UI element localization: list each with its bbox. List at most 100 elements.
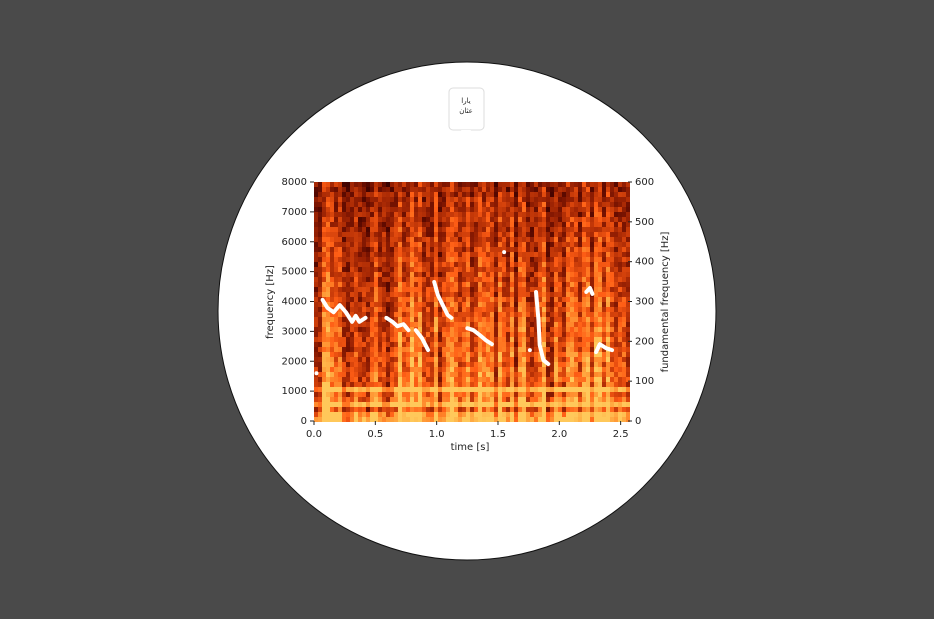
spectrogram-cell [370,192,374,197]
spectrogram-cell [518,337,522,342]
spectrogram-cell [570,362,574,367]
spectrogram-cell [506,297,510,302]
spectrogram-cell [378,357,382,362]
spectrogram-cell [550,392,554,397]
spectrogram-cell [510,207,514,212]
spectrogram-cell [598,282,602,287]
spectrogram-cell [598,232,602,237]
spectrogram-cell [498,337,502,342]
spectrogram-cell [326,257,330,262]
spectrogram-cell [386,237,390,242]
spectrogram-cell [486,232,490,237]
spectrogram-cell [390,227,394,232]
spectrogram-cell [346,197,350,202]
spectrogram-cell [618,297,622,302]
spectrogram-cell [574,387,578,392]
spectrogram-cell [498,352,502,357]
spectrogram-cell [338,412,342,417]
spectrogram-cell [570,322,574,327]
spectrogram-cell [590,397,594,402]
spectrogram-cell [342,342,346,347]
spectrogram-cell [318,202,322,207]
spectrogram-cell [434,247,438,252]
spectrogram-cell [542,242,546,247]
spectrogram-cell [494,332,498,337]
spectrogram-cell [522,257,526,262]
spectrogram-cell [322,357,326,362]
spectrogram-cell [534,237,538,242]
spectrogram-cell [390,377,394,382]
spectrogram-cell [534,267,538,272]
spectrogram-cell [398,302,402,307]
spectrogram-cell [514,182,518,187]
spectrogram-cell [478,302,482,307]
spectrogram-cell [438,282,442,287]
spectrogram-cell [322,372,326,377]
spectrogram-cell [610,402,614,407]
spectrogram-cell [458,367,462,372]
spectrogram-cell [574,342,578,347]
spectrogram-cell [494,232,498,237]
spectrogram-cell [414,342,418,347]
spectrogram-cell [474,312,478,317]
spectrogram-cell [442,242,446,247]
spectrogram-cell [510,252,514,257]
spectrogram-cell [418,347,422,352]
spectrogram-cell [462,232,466,237]
spectrogram-cell [518,247,522,252]
spectrogram-cell [514,197,518,202]
spectrogram-cell [490,282,494,287]
spectrogram-cell [626,197,630,202]
popup[interactable]: يارا عثان [449,88,484,136]
spectrogram-cell [554,327,558,332]
spectrogram-cell [554,262,558,267]
spectrogram-cell [622,182,626,187]
spectrogram-cell [354,187,358,192]
spectrogram-cell [498,357,502,362]
spectrogram-cell [566,297,570,302]
spectrogram-cell [322,377,326,382]
spectrogram-cell [398,417,402,422]
spectrogram-cell [410,262,414,267]
spectrogram-cell [614,337,618,342]
spectrogram-cell [350,337,354,342]
spectrogram-cell [462,292,466,297]
spectrogram-cell [526,282,530,287]
spectrogram-cell [358,217,362,222]
spectrogram-cell [618,272,622,277]
spectrogram-cell [406,197,410,202]
spectrogram-cell [514,347,518,352]
spectrogram-cell [454,247,458,252]
spectrogram-cell [402,302,406,307]
spectrogram-cell [466,252,470,257]
spectrogram-cell [466,282,470,287]
spectrogram-cell [590,392,594,397]
spectrogram-cell [386,287,390,292]
spectrogram-cell [562,277,566,282]
spectrogram-cell [438,382,442,387]
spectrogram-cell [506,292,510,297]
spectrogram-cell [470,417,474,422]
spectrogram-cell [382,232,386,237]
spectrogram-cell [394,312,398,317]
spectrogram-cell [418,182,422,187]
spectrogram-cell [470,252,474,257]
spectrogram-cell [578,407,582,412]
spectrogram-cell [562,292,566,297]
spectrogram-cell [390,282,394,287]
spectrogram-cell [394,297,398,302]
x-tick-label: 0.5 [367,429,383,440]
spectrogram-cell [518,402,522,407]
spectrogram-cell [522,332,526,337]
spectrogram-cell [582,347,586,352]
spectrogram-cell [394,347,398,352]
spectrogram-cell [410,197,414,202]
spectrogram-cell [430,397,434,402]
spectrogram-cell [594,232,598,237]
spectrogram-cell [358,267,362,272]
spectrogram-cell [314,362,318,367]
spectrogram-cell [322,242,326,247]
spectrogram-cell [394,377,398,382]
spectrogram-cell [314,407,318,412]
spectrogram-cell [370,202,374,207]
